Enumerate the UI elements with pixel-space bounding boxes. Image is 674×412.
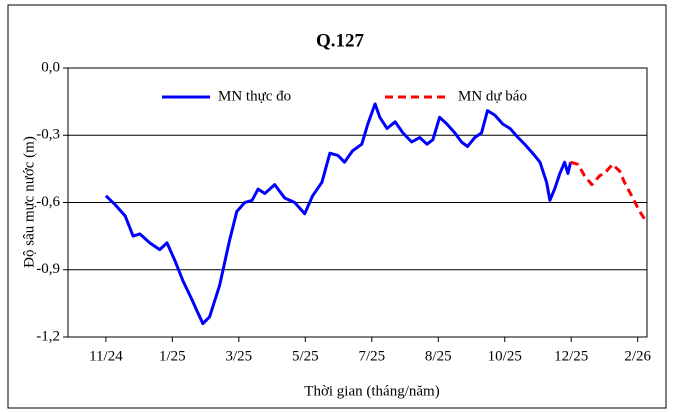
x-tick-label: 11/24 xyxy=(89,348,123,364)
x-tick-label: 3/25 xyxy=(226,348,253,364)
x-tick-label: 7/25 xyxy=(358,348,385,364)
data-line xyxy=(104,102,573,326)
x-tick-label: 10/25 xyxy=(488,348,522,364)
legend-label: MN thực đo xyxy=(218,88,291,104)
y-axis-label: Độ sâu mực nước (m) xyxy=(21,136,37,268)
legend-label: MN dự báo xyxy=(458,88,527,104)
y-tick-label: -1,2 xyxy=(36,328,60,344)
y-tick-label: -0,9 xyxy=(36,261,60,277)
x-tick-label: 12/25 xyxy=(554,348,588,364)
chart-title: Q.127 xyxy=(316,30,365,51)
x-tick-label: 1/25 xyxy=(159,348,186,364)
x-axis-label: Thời gian (tháng/năm) xyxy=(304,383,439,399)
x-tick-label: 5/25 xyxy=(292,348,319,364)
x-tick-label: 2/26 xyxy=(624,348,651,364)
y-tick-label: -0,6 xyxy=(36,194,60,210)
x-tick-label: 8/25 xyxy=(425,348,452,364)
y-tick-label: -0,3 xyxy=(36,127,60,143)
data-line xyxy=(570,160,649,224)
y-tick-label: 0,0 xyxy=(41,59,60,75)
